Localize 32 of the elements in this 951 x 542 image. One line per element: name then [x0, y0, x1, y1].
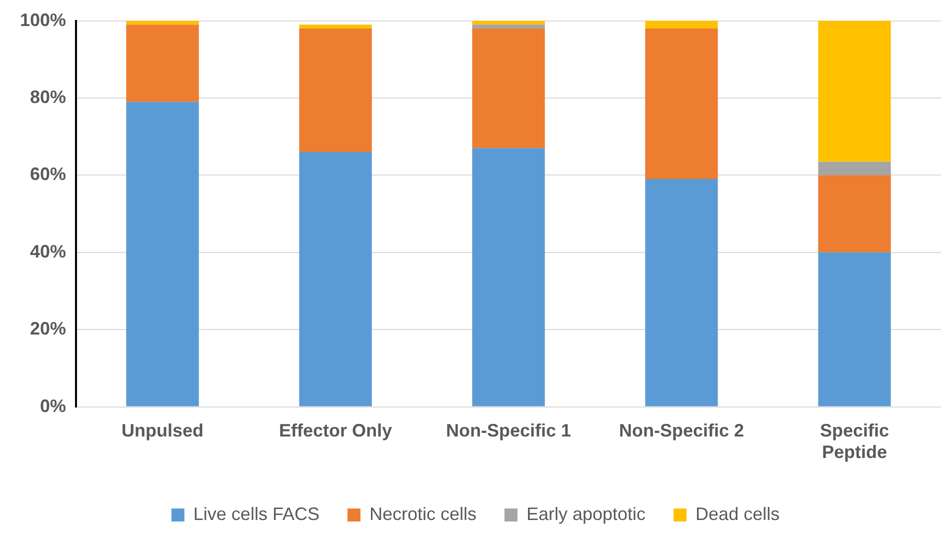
bar — [645, 179, 718, 406]
bar — [645, 28, 718, 180]
y-tick-label: 40% — [30, 241, 66, 262]
y-tick-label: 100% — [20, 10, 66, 30]
bar — [818, 20, 891, 162]
legend-label: Necrotic cells — [369, 504, 476, 524]
bar — [472, 148, 545, 406]
bar — [645, 20, 718, 29]
bar — [126, 24, 199, 102]
x-tick-label: Unpulsed — [122, 420, 204, 441]
y-tick-label: 20% — [30, 318, 66, 339]
legend-label: Early apoptotic — [526, 504, 646, 524]
legend-label: Dead cells — [696, 504, 780, 524]
y-tick-label: 80% — [30, 86, 66, 107]
x-tick-label: Non-Specific 1 — [446, 420, 572, 441]
bar — [472, 24, 545, 29]
bar — [299, 28, 372, 152]
y-tick-label: 60% — [30, 164, 66, 184]
bar — [126, 102, 199, 406]
bar — [818, 175, 891, 252]
x-tick-label: Effector Only — [279, 420, 392, 441]
y-tick-label: 0% — [40, 396, 66, 416]
bar — [472, 20, 545, 25]
bar — [472, 28, 545, 148]
bar — [299, 152, 372, 406]
bar — [818, 252, 891, 406]
x-tick-label: Specific Peptide — [820, 420, 890, 462]
bar — [126, 20, 199, 25]
legend-label: Live cells FACS — [193, 504, 320, 524]
bar — [818, 162, 891, 176]
bar — [299, 24, 372, 29]
x-tick-label: Non-Specific 2 — [618, 420, 744, 441]
